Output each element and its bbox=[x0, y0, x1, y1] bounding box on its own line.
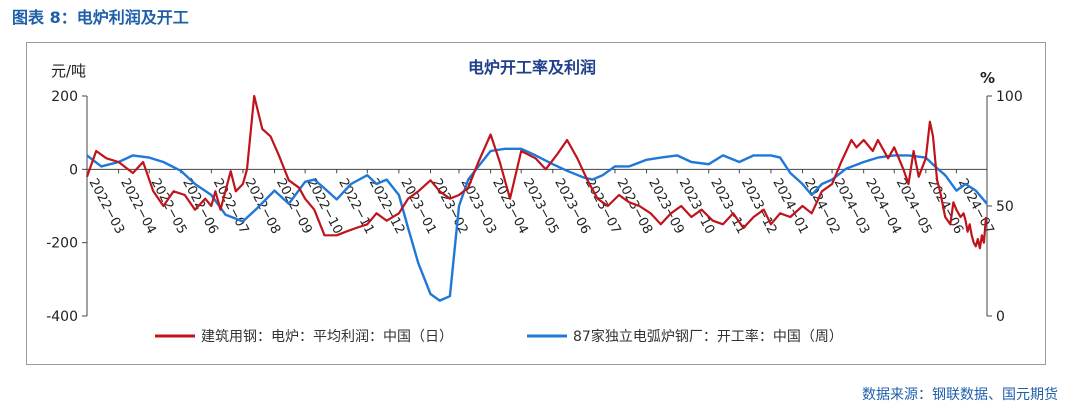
right-tick-label: 0 bbox=[996, 309, 1005, 325]
chart-title: 电炉开工率及利润 bbox=[468, 58, 596, 77]
left-tick-label: 0 bbox=[69, 162, 78, 178]
legend-label-profit: 建筑用钢：电炉：平均利润：中国（日） bbox=[201, 329, 453, 345]
left-tick-label: 200 bbox=[51, 89, 78, 105]
figure-caption: 图表 8：电炉利润及开工 bbox=[12, 8, 189, 27]
right-axis-unit: % bbox=[980, 69, 995, 87]
left-tick-label: -200 bbox=[46, 236, 78, 252]
chart-frame: 电炉开工率及利润 元/吨 % 200 0 -200 -400 100 50 0 2022−0… bbox=[26, 42, 1046, 365]
left-tick-label: -400 bbox=[46, 309, 78, 325]
series-lines bbox=[85, 94, 988, 302]
series-line-utilization bbox=[86, 147, 988, 302]
right-tick-label: 100 bbox=[996, 89, 1023, 105]
legend: 建筑用钢：电炉：平均利润：中国（日） 87家独立电弧炉钢厂：开工率：中国（周） bbox=[155, 328, 843, 345]
legend-label-utilization: 87家独立电弧炉钢厂：开工率：中国（周） bbox=[573, 328, 843, 345]
series-line-profit bbox=[85, 94, 988, 250]
axes-group: 200 0 -200 -400 100 50 0 bbox=[46, 89, 1023, 325]
right-tick-label: 50 bbox=[996, 199, 1014, 215]
source-note: 数据来源：钢联数据、国元期货 bbox=[862, 387, 1058, 403]
left-axis-unit: 元/吨 bbox=[51, 62, 86, 80]
